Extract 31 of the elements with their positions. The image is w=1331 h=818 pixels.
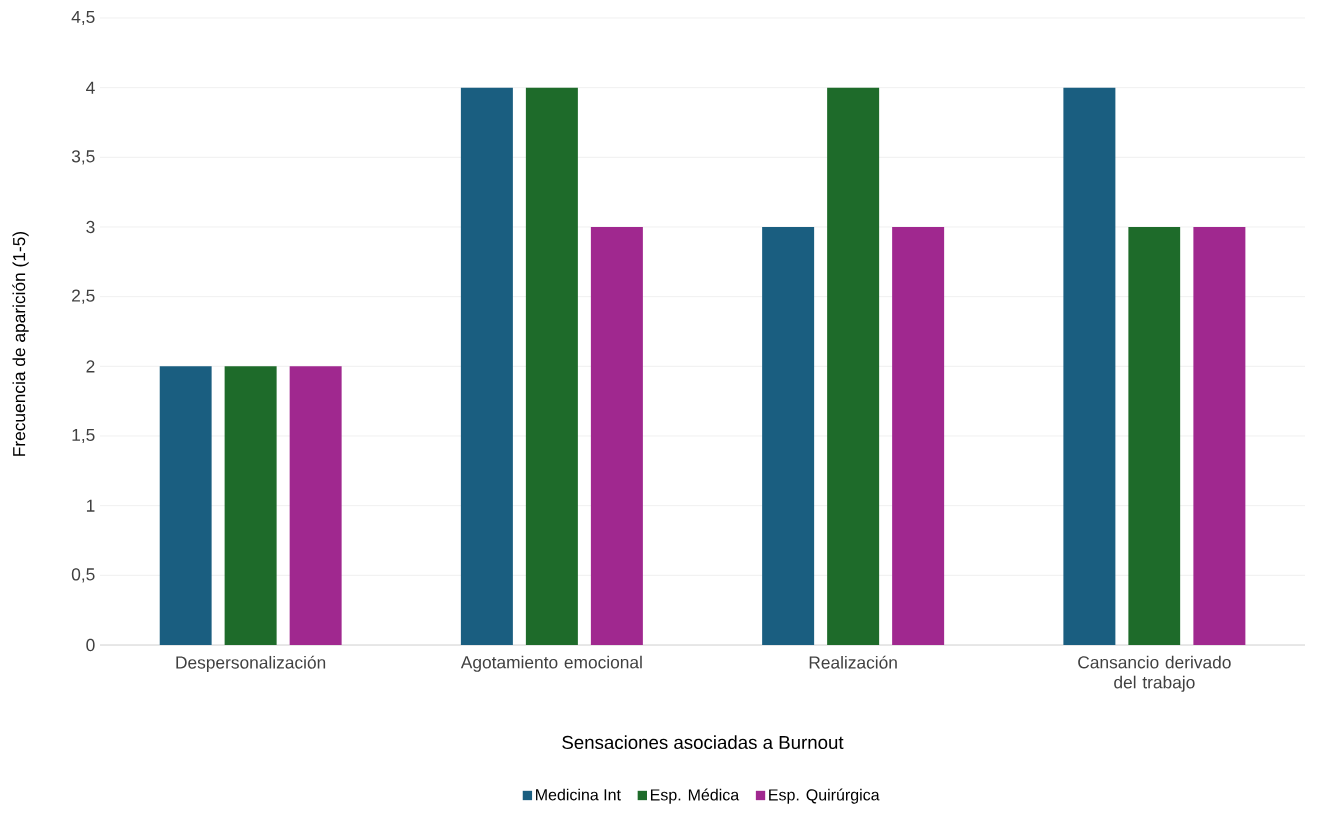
x-tick-label: Cansancio derivado del trabajo <box>1078 655 1231 692</box>
y-tick-label: 4,5 <box>71 10 95 26</box>
x-tick-label: Despersonalización <box>176 655 326 673</box>
legend-label: Esp. Médica <box>650 788 740 804</box>
y-axis-title: Frecuencia de aparición (1-5) <box>12 231 29 456</box>
bar <box>1063 87 1116 645</box>
bar <box>1193 227 1246 645</box>
x-axis-title: Sensaciones asociadas a Burnout <box>562 735 844 750</box>
y-tick-label: 1,5 <box>72 428 95 444</box>
bar <box>224 366 277 645</box>
x-tick-label: Realización <box>809 655 897 669</box>
bar <box>289 366 342 645</box>
bar <box>590 227 643 645</box>
legend-label: Esp. Quirúrgica <box>769 788 880 804</box>
bar <box>159 366 212 645</box>
y-tick-label: 0,5 <box>71 568 95 583</box>
legend-label: Medicina Int <box>536 788 621 801</box>
y-tick-label: 3,5 <box>71 150 95 165</box>
y-tick-label: 1 <box>86 499 95 512</box>
bar <box>460 87 513 645</box>
bar <box>525 87 578 645</box>
bar <box>1128 227 1181 645</box>
y-tick-label: 3 <box>86 220 95 234</box>
y-tick-label: 4 <box>86 81 95 94</box>
y-tick-label: 2,5 <box>72 289 95 304</box>
y-tick-label: 2 <box>86 360 95 373</box>
bar <box>827 87 880 645</box>
bar <box>762 227 815 645</box>
bar <box>892 227 945 645</box>
x-tick-label: Agotamiento emocional <box>460 655 642 672</box>
y-tick-label: 0 <box>86 638 95 652</box>
